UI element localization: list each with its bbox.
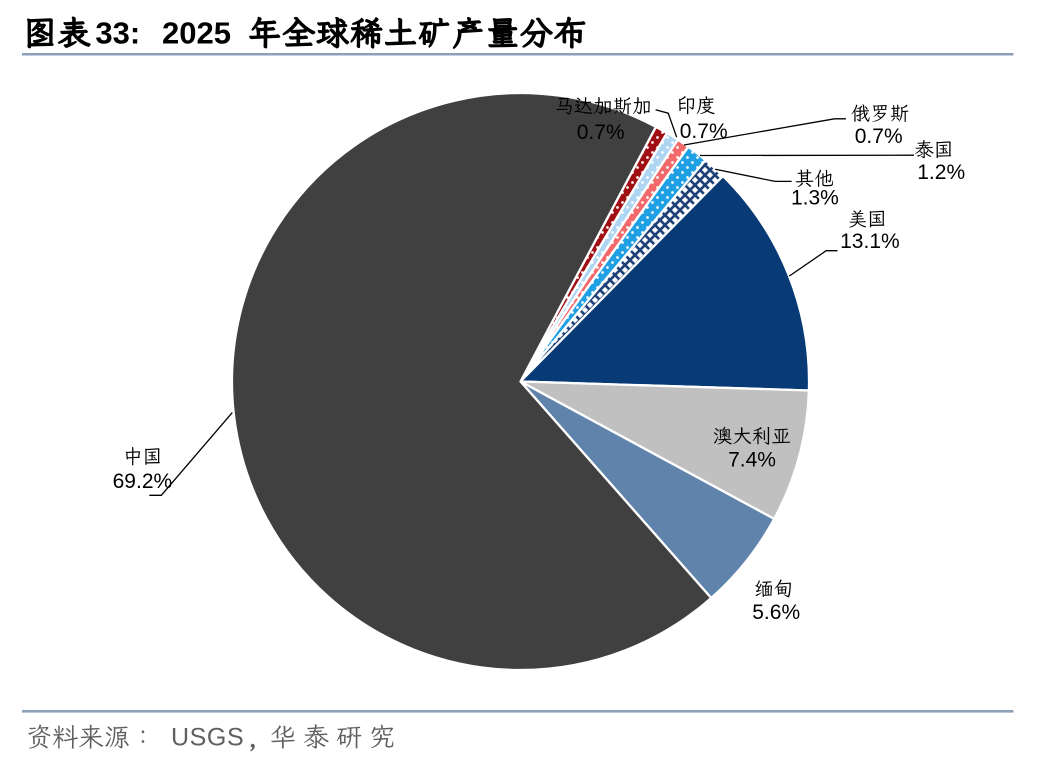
svg-text:USGS: USGS [171,724,244,752]
svg-text:1.3%: 1.3% [791,186,839,209]
svg-text:2025: 2025 [162,15,231,50]
svg-text:33:: 33: [95,15,140,50]
svg-text:0.7%: 0.7% [680,120,728,143]
svg-text:13.1%: 13.1% [840,230,900,253]
svg-text:69.2%: 69.2% [113,470,173,493]
svg-text:5.6%: 5.6% [752,601,800,624]
svg-text:1.2%: 1.2% [917,161,965,184]
svg-text:0.7%: 0.7% [577,121,625,144]
svg-text:0.7%: 0.7% [855,125,903,148]
svg-text:7.4%: 7.4% [728,448,776,471]
